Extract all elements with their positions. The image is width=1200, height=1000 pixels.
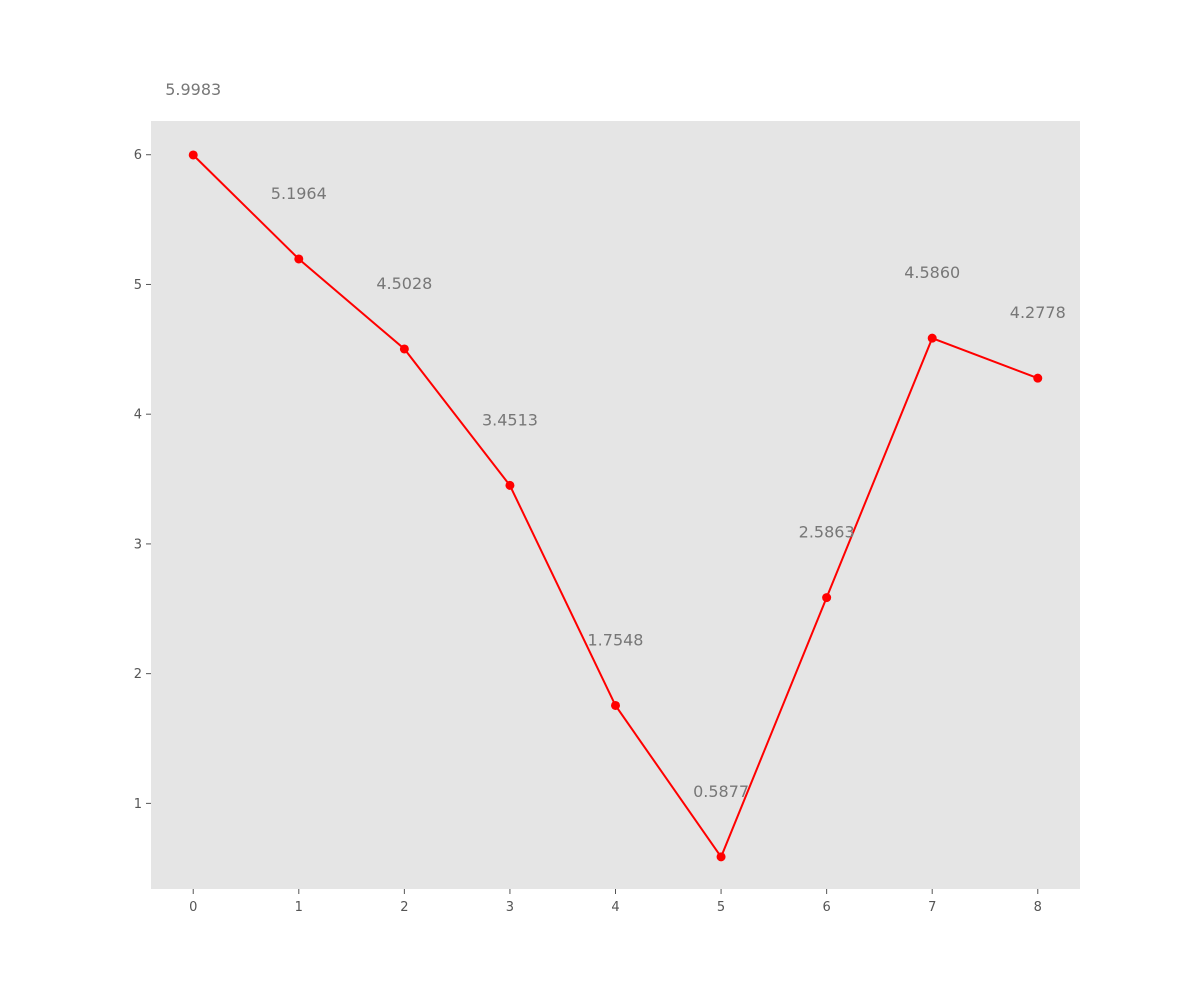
x-tick-label: 4	[611, 900, 619, 915]
y-tick-label: 5	[134, 278, 142, 293]
x-tick-label: 6	[822, 900, 830, 915]
data-point	[1033, 373, 1043, 383]
x-tick-label: 3	[506, 900, 514, 915]
x-tick-label: 1	[295, 900, 303, 915]
plot-background	[151, 121, 1080, 889]
data-point	[294, 254, 304, 264]
y-tick-label: 2	[134, 667, 142, 682]
data-point	[188, 150, 198, 160]
data-label: 4.5860	[904, 263, 960, 282]
x-tick-label: 8	[1034, 900, 1042, 915]
y-tick-label: 1	[134, 797, 142, 812]
data-point	[927, 333, 937, 343]
data-labels: 5.9983 5.1964 4.5028 3.4513 1.7548 0.5877 2.58…	[165, 80, 1066, 801]
data-label: 0.5877	[693, 782, 749, 801]
data-point	[716, 852, 726, 862]
data-label: 1.7548	[588, 630, 644, 649]
data-label: 2.5863	[799, 523, 855, 542]
x-tick-label: 5	[717, 900, 725, 915]
data-point	[399, 344, 409, 354]
y-axis: 1 2 3 4 5 6	[134, 148, 151, 812]
x-tick-label: 0	[189, 900, 197, 915]
data-label: 4.5028	[376, 274, 432, 293]
data-label: 4.2778	[1010, 303, 1066, 322]
data-label: 3.4513	[482, 410, 538, 429]
x-tick-label: 2	[400, 900, 408, 915]
x-tick-label: 7	[928, 900, 936, 915]
y-tick-label: 4	[134, 408, 142, 423]
data-point	[611, 700, 620, 710]
data-label: 5.1964	[271, 184, 327, 203]
data-point	[822, 593, 832, 603]
data-points	[188, 150, 1043, 862]
data-label: 5.9983	[165, 80, 221, 99]
y-tick-label: 3	[134, 537, 142, 552]
y-tick-label: 6	[134, 148, 142, 163]
x-axis: 0 1 2 3 4 5 6 7 8	[189, 889, 1042, 915]
data-point	[505, 480, 515, 490]
